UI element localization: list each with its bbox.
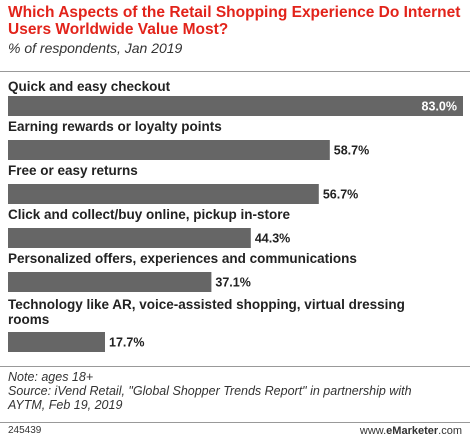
chart-subtitle: % of respondents, Jan 2019 [8,40,183,56]
bar [8,184,319,204]
bar [8,228,251,248]
bar [8,140,330,160]
bar-chart: Quick and easy checkout 83.0% Earning rewa… [8,79,463,352]
value-label: 83.0% [422,100,457,114]
brand-name: eMarketer [386,425,439,437]
category-label: Free or easy returns [8,163,138,178]
bar [8,332,105,352]
category-label: Personalized offers, experiences and com… [8,251,357,266]
brand-suffix: .com [438,425,462,437]
value-label: 37.1% [215,276,250,290]
value-label: 17.7% [109,336,144,350]
value-label: 58.7% [334,144,369,158]
brand-logo: www.eMarketer.com [360,425,462,437]
category-label: Earning rewards or loyalty points [8,119,222,134]
bar [8,96,463,116]
footer-divider [0,422,470,423]
value-label: 56.7% [323,188,358,202]
source-line-2: AYTM, Feb 19, 2019 [8,398,123,412]
source-line-1: Source: iVend Retail, "Global Shopper Tr… [8,384,412,398]
bottom-divider [0,366,470,367]
category-label: Click and collect/buy online, pickup in-… [8,207,291,222]
chart-id: 245439 [8,425,42,436]
footer-notes: Note: ages 18+ Source: iVend Retail, "Gl… [8,370,412,412]
category-label: Technology like AR, voice-assisted shopp… [8,297,405,327]
bar [8,272,212,292]
category-label: Quick and easy checkout [8,79,171,94]
brand-prefix: www. [359,425,387,437]
chart-title: Which Aspects of the Retail Shopping Exp… [8,4,461,38]
top-divider [0,71,470,72]
note-text: Note: ages 18+ [8,370,94,384]
value-label: 44.3% [255,232,290,246]
